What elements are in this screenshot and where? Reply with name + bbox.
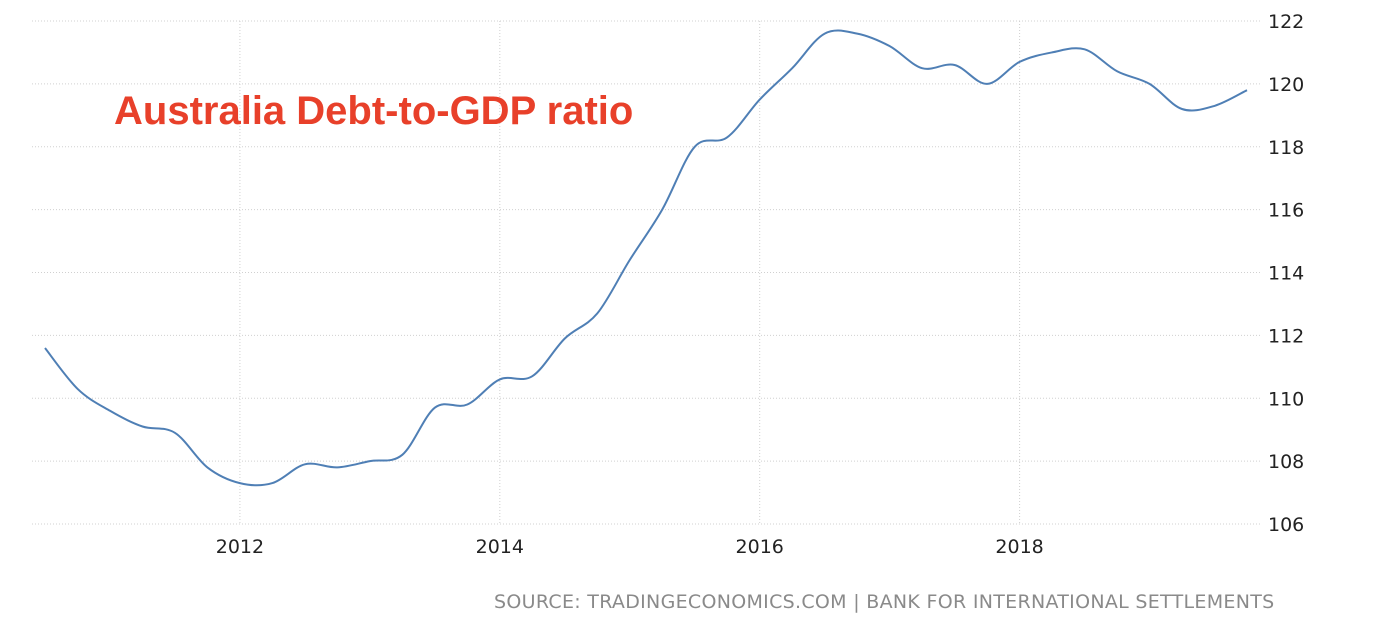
chart-title: Australia Debt-to-GDP ratio xyxy=(114,89,633,133)
y-tick-label: 120 xyxy=(1268,74,1304,96)
y-tick-label: 112 xyxy=(1268,325,1304,347)
y-tick-label: 118 xyxy=(1268,137,1304,159)
x-tick-label: 2018 xyxy=(995,536,1043,558)
y-tick-label: 116 xyxy=(1268,200,1304,222)
x-tick-label: 2016 xyxy=(736,536,784,558)
y-tick-label: 110 xyxy=(1268,388,1304,410)
y-tick-label: 106 xyxy=(1268,514,1304,536)
y-tick-label: 122 xyxy=(1268,11,1304,33)
source-attribution: SOURCE: TRADINGECONOMICS.COM | BANK FOR … xyxy=(494,591,1275,613)
grid-lines xyxy=(32,20,1260,525)
x-tick-label: 2014 xyxy=(476,536,524,558)
x-axis-labels: 2012 2014 2016 2018 xyxy=(216,536,1044,558)
y-tick-label: 108 xyxy=(1268,451,1304,473)
series-line-debt-to-gdp xyxy=(44,29,1248,487)
y-tick-label: 114 xyxy=(1268,263,1304,285)
y-axis-labels: 106 108 110 112 114 116 118 120 122 xyxy=(1268,11,1304,536)
x-tick-label: 2012 xyxy=(216,536,264,558)
